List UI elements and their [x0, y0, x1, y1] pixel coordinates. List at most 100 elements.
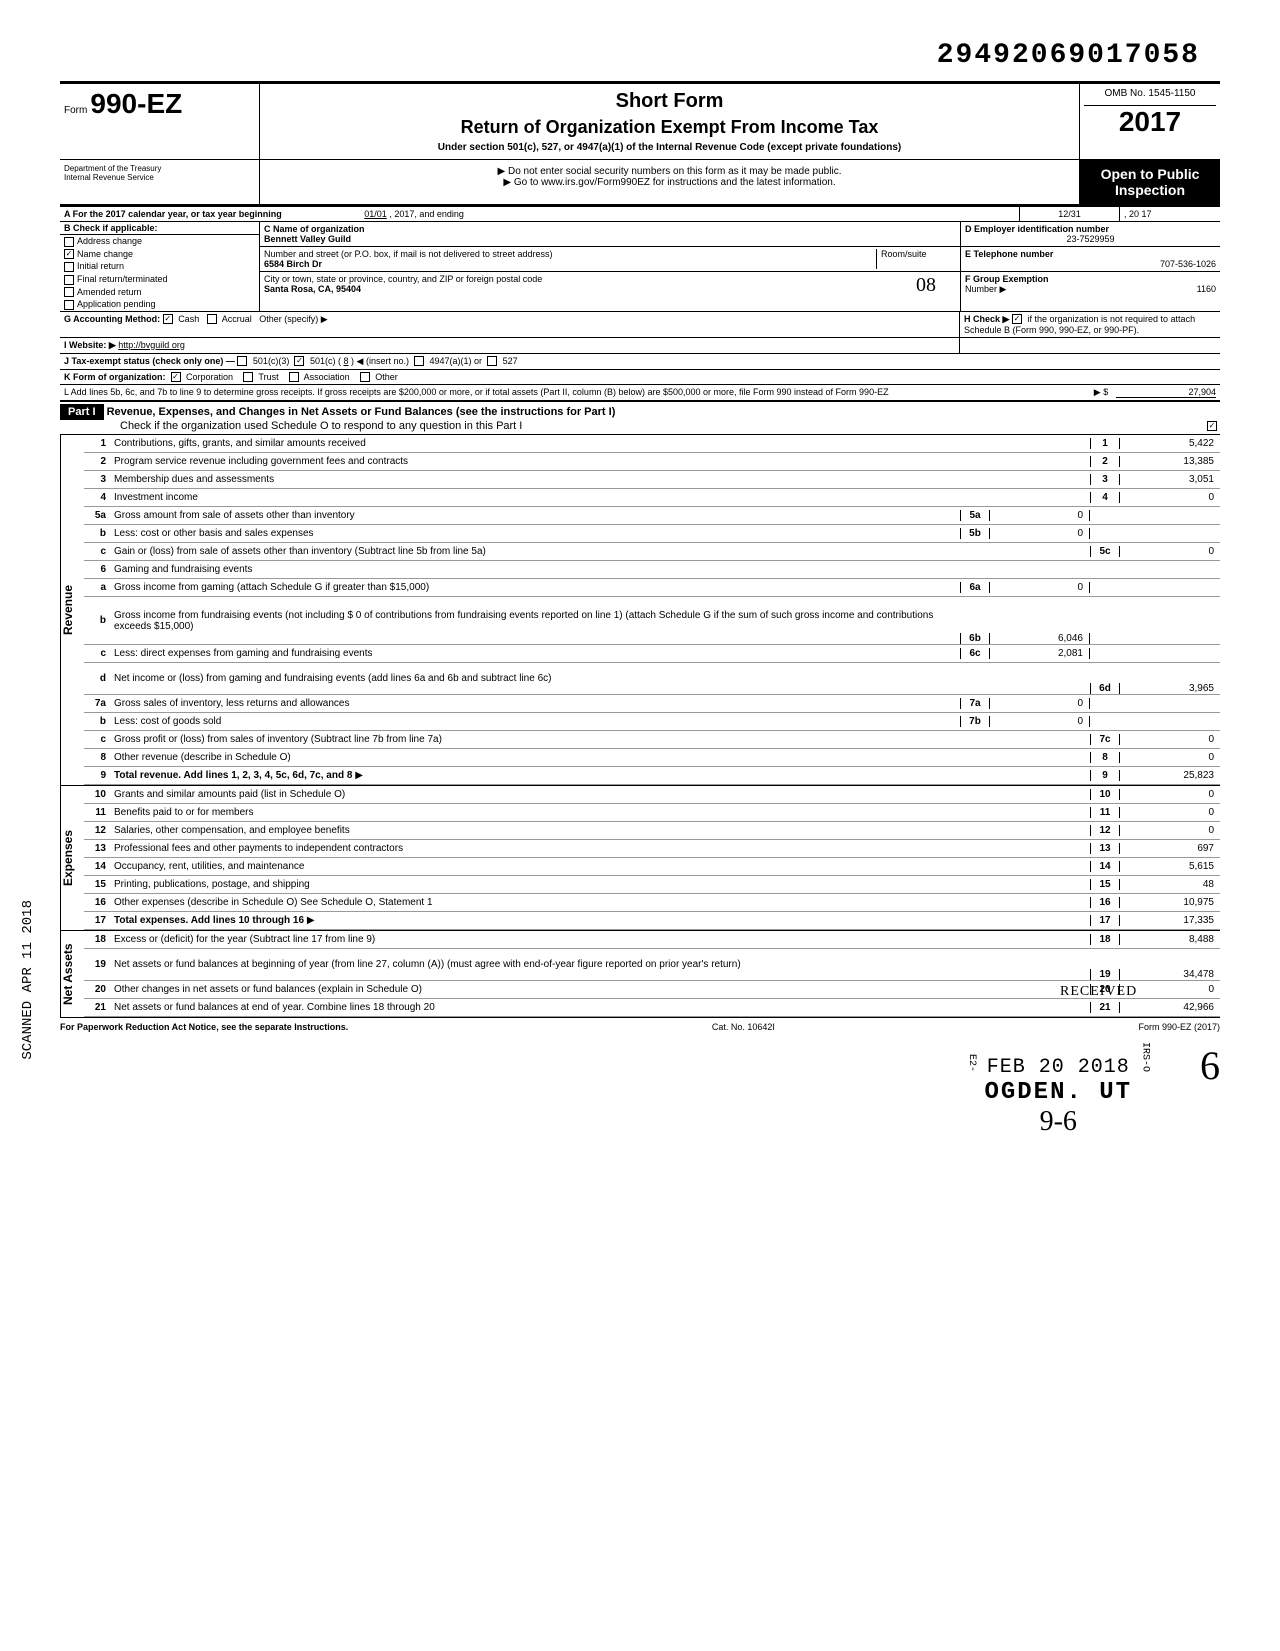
sub-header: Department of the Treasury Internal Reve…: [60, 160, 1220, 207]
line-18-val: 8,488: [1120, 934, 1220, 945]
line-3-val: 3,051: [1120, 474, 1220, 485]
line-10-desc: Grants and similar amounts paid (list in…: [114, 787, 1090, 802]
check-amended[interactable]: [64, 287, 74, 297]
line-15-val: 48: [1120, 879, 1220, 890]
line-6c-mid: 2,081: [990, 648, 1090, 659]
year-end-month: 12/31: [1020, 207, 1120, 221]
check-name[interactable]: ✓: [64, 249, 74, 259]
line-6a-desc: Gross income from gaming (attach Schedul…: [114, 580, 960, 595]
line-6b-desc: Gross income from fundraising events (no…: [114, 610, 353, 621]
open-public: Open to Public: [1086, 166, 1214, 182]
opt-corp: Corporation: [186, 372, 233, 382]
irs-label: Internal Revenue Service: [64, 173, 255, 182]
check-527[interactable]: [487, 356, 497, 366]
line-7b-mid: 0: [990, 716, 1090, 727]
opt-final: Final return/terminated: [77, 274, 168, 284]
check-initial[interactable]: [64, 262, 74, 272]
opt-amended: Amended return: [77, 287, 142, 297]
opt-501c: 501(c) (: [310, 356, 341, 366]
info-block: B Check if applicable: Address change ✓N…: [60, 222, 1220, 312]
line-12-desc: Salaries, other compensation, and employ…: [114, 823, 1090, 838]
row-j-label: J Tax-exempt status (check only one) —: [64, 356, 235, 366]
line-19-val: 34,478: [1120, 969, 1220, 980]
row-a-label: A For the 2017 calendar year, or tax yea…: [64, 209, 282, 219]
opt-4947: 4947(a)(1) or: [430, 356, 483, 366]
check-4947[interactable]: [414, 356, 424, 366]
row-f-label: F Group Exemption: [965, 274, 1049, 284]
line-8-desc: Other revenue (describe in Schedule O): [114, 750, 1090, 765]
line-21-desc: Net assets or fund balances at end of ye…: [114, 1000, 1090, 1015]
irs-o-stamp: IRS-O: [1139, 1042, 1150, 1072]
check-501c3[interactable]: [237, 356, 247, 366]
line-1-desc: Contributions, gifts, grants, and simila…: [114, 436, 1090, 451]
line-6c-desc: Less: direct expenses from gaming and fu…: [114, 646, 960, 661]
line-9-desc: Total revenue. Add lines 1, 2, 3, 4, 5c,…: [114, 770, 352, 781]
cat-no: Cat. No. 10642I: [712, 1022, 775, 1032]
form-number: 990-EZ: [90, 88, 182, 119]
check-final[interactable]: [64, 275, 74, 285]
opt-assoc: Association: [304, 372, 350, 382]
line-5a-mid: 0: [990, 510, 1090, 521]
line-1-val: 5,422: [1120, 438, 1220, 449]
check-pending[interactable]: [64, 300, 74, 310]
line-7b-desc: Less: cost of goods sold: [114, 714, 960, 729]
line-17-arrow: ▶: [307, 915, 315, 926]
city-value: Santa Rosa, CA, 95404: [264, 284, 361, 294]
check-trust[interactable]: [243, 372, 253, 382]
city-label: City or town, state or province, country…: [264, 274, 542, 284]
part1-title: Revenue, Expenses, and Changes in Net As…: [107, 406, 616, 418]
row-l-text: L Add lines 5b, 6c, and 7b to line 9 to …: [64, 387, 1086, 398]
row-a-mid: , 2017, and ending: [389, 209, 464, 219]
expenses-vert-label: Expenses: [60, 786, 84, 930]
row-h-label: H Check ▶: [964, 314, 1009, 324]
part1-label: Part I: [60, 404, 104, 420]
line-16-val: 10,975: [1120, 897, 1220, 908]
year-begin: 01/01: [364, 209, 387, 219]
row-e-label: E Telephone number: [965, 249, 1053, 259]
line-5a-desc: Gross amount from sale of assets other t…: [114, 508, 960, 523]
group-exemption-value: 1160: [1197, 284, 1216, 294]
tracking-number: 29492069017058: [60, 40, 1220, 71]
phone-value: 707-536-1026: [965, 259, 1216, 269]
org-name: Bennett Valley Guild: [264, 234, 351, 244]
line-12-val: 0: [1120, 825, 1220, 836]
under-section: Under section 501(c), 527, or 4947(a)(1)…: [266, 142, 1073, 153]
row-l-arrow: ▶ $: [1086, 387, 1116, 398]
check-cash[interactable]: ✓: [163, 314, 173, 324]
line-11-desc: Benefits paid to or for members: [114, 805, 1090, 820]
line-21-val: 42,966: [1120, 1002, 1220, 1013]
ogden-stamp: OGDEN. UT: [984, 1079, 1132, 1106]
received-date-stamp: FEB 20 2018: [987, 1056, 1130, 1079]
check-schedule-o[interactable]: ✓: [1207, 421, 1217, 431]
opt-trust: Trust: [258, 372, 278, 382]
line-14-val: 5,615: [1120, 861, 1220, 872]
e2-stamp: E2-: [966, 1054, 977, 1072]
addr-label: Number and street (or P.O. box, if mail …: [264, 249, 552, 259]
line-19-desc: Net assets or fund balances at beginning…: [114, 957, 1090, 972]
netassets-vert-label: Net Assets: [60, 931, 84, 1017]
line-18-desc: Excess or (deficit) for the year (Subtra…: [114, 932, 1090, 947]
line-17-desc: Total expenses. Add lines 10 through 16: [114, 915, 304, 926]
line-5b-desc: Less: cost or other basis and sales expe…: [114, 526, 960, 541]
line-14-desc: Occupancy, rent, utilities, and maintena…: [114, 859, 1090, 874]
line-2-desc: Program service revenue including govern…: [114, 454, 1090, 469]
row-d-label: D Employer identification number: [965, 224, 1109, 234]
check-assoc[interactable]: [289, 372, 299, 382]
line-6-desc: Gaming and fundraising events: [114, 562, 1090, 577]
row-f-number-label: Number ▶: [965, 284, 1006, 294]
line-7a-mid: 0: [990, 698, 1090, 709]
check-501c[interactable]: ✓: [294, 356, 304, 366]
check-address[interactable]: [64, 237, 74, 247]
check-corp[interactable]: ✓: [171, 372, 181, 382]
row-l-value: 27,904: [1116, 387, 1216, 398]
line-6b-mid: 6,046: [990, 633, 1090, 644]
line-6a-mid: 0: [990, 582, 1090, 593]
check-accrual[interactable]: [207, 314, 217, 324]
check-other-org[interactable]: [360, 372, 370, 382]
paperwork-notice: For Paperwork Reduction Act Notice, see …: [60, 1022, 348, 1032]
line-7c-val: 0: [1120, 734, 1220, 745]
opt-501c3: 501(c)(3): [253, 356, 290, 366]
check-h[interactable]: ✓: [1012, 314, 1022, 324]
stamp-area: E2- FEB 20 2018 IRS-O OGDEN. UT 9-6 6: [60, 1042, 1220, 1138]
line-6d-desc: Net income or (loss) from gaming and fun…: [114, 671, 1090, 686]
